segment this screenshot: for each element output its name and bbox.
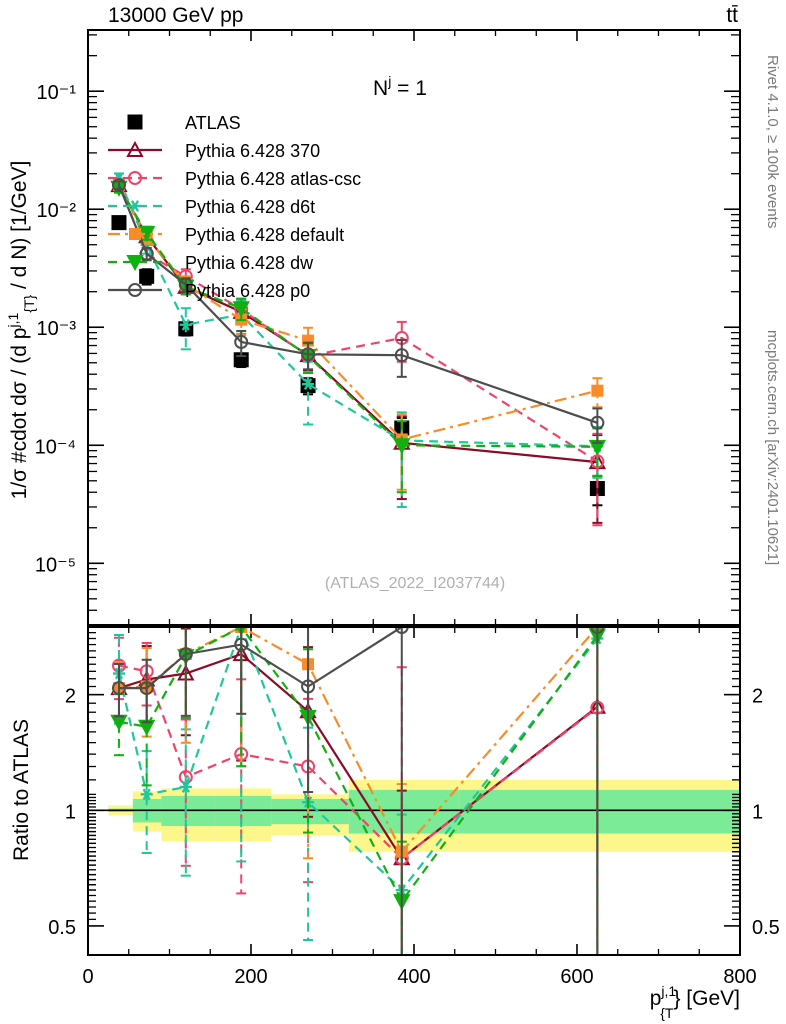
legend-entry-p370[interactable]: Pythia 6.428 370 <box>108 140 320 161</box>
marker-star <box>129 200 141 212</box>
marker-triangle-down <box>393 438 411 455</box>
ratio-y-tick-label-right: 0.5 <box>752 917 780 939</box>
ratio-y-tick-label: 0.5 <box>48 917 76 939</box>
x-axis-tick-label: 200 <box>234 966 267 988</box>
series-p0-main <box>111 178 605 444</box>
legend-entry-dw[interactable]: Pythia 6.428 dw <box>108 253 314 273</box>
y-tick-label: 10⁻⁵ <box>35 554 76 576</box>
marker-circle <box>128 171 142 185</box>
ratio-y-tick-label: 1 <box>65 801 76 823</box>
marker-circle <box>234 334 249 349</box>
marker-filled-square <box>591 384 604 397</box>
analysis-watermark: (ATLAS_2022_I2037744) <box>325 575 505 592</box>
xlab-base: p <box>650 987 662 1010</box>
marker-circle <box>590 415 605 430</box>
header-beam-label: 13000 GeV pp <box>108 4 243 27</box>
marker-square <box>127 114 143 130</box>
series-line-p0 <box>117 184 598 424</box>
legend-entry-default[interactable]: Pythia 6.428 default <box>108 225 344 245</box>
marker-circle <box>178 647 193 662</box>
ratio-band-inner <box>348 789 459 834</box>
header-process-label: tt̄ <box>726 4 738 27</box>
legend-label-atlas: ATLAS <box>185 113 241 133</box>
series-p0-ratio <box>111 627 605 955</box>
marker-star <box>179 318 192 331</box>
legend-entry-d6t[interactable]: Pythia 6.428 d6t <box>108 197 315 217</box>
x-axis-label: pj,1 {T} [GeV] <box>650 983 740 1021</box>
marker-triangle-up <box>126 140 144 157</box>
marker-circle <box>139 246 154 261</box>
marker-circle <box>139 681 154 696</box>
njet-superscript: j <box>387 73 391 89</box>
side-label-rivet: Rivet 4.1.0, ≥ 100k events <box>764 55 781 228</box>
njet-annotation: Nj = 1 <box>373 73 427 100</box>
ratio-y-tick-label-right: 1 <box>752 801 763 823</box>
star-ray <box>304 378 313 390</box>
marker-circle <box>111 178 126 193</box>
x-axis-tick-label: 400 <box>397 966 430 988</box>
star-ray <box>142 788 151 801</box>
marker-circle <box>128 283 142 297</box>
marker-triangle-down <box>232 301 250 318</box>
ratio-band-inner <box>458 789 740 834</box>
axis-ticks: 10⁻¹ 10⁻² 10⁻³ 10⁻⁴ 10⁻⁵ 0.5 0.5 1 1 2 2 <box>35 30 780 955</box>
njet-equals: = 1 <box>391 77 427 100</box>
x-axis-tick-label: 800 <box>723 966 756 988</box>
marker-circle <box>301 347 316 362</box>
ratio-panel-frame <box>87 626 741 956</box>
marker-star <box>140 788 153 801</box>
marker-triangle-down <box>126 255 144 272</box>
series-default-ratio <box>112 627 604 955</box>
y-tick-label: 10⁻³ <box>37 318 77 340</box>
legend-label-default: Pythia 6.428 default <box>185 225 344 245</box>
ratio-y-tick-label-right: 2 <box>752 686 763 708</box>
marker-circle <box>590 627 605 634</box>
legend-label-p370: Pythia 6.428 370 <box>185 141 320 161</box>
ylab-part2: / d N) [1/GeV] <box>8 161 31 295</box>
marker-circle <box>394 627 409 634</box>
x-axis-tick-label: 600 <box>560 966 593 988</box>
legend-label-dw: Pythia 6.428 dw <box>185 253 314 273</box>
marker-square <box>139 268 155 284</box>
ylab-sup: j,1 <box>5 313 21 329</box>
marker-filled-square <box>129 228 141 240</box>
legend-label-p0: Pythia 6.428 p0 <box>185 281 310 301</box>
marker-circle <box>234 637 249 652</box>
y-tick-label: 10⁻² <box>37 200 77 222</box>
ylab-sub: {T} <box>21 295 37 313</box>
marker-circle <box>301 679 316 694</box>
legend-entry-p0[interactable]: Pythia 6.428 p0 <box>108 281 310 301</box>
star-ray <box>181 318 190 331</box>
series-line-d6t <box>117 178 598 448</box>
ylab-part1: 1/σ #cdot dσ / (d p <box>8 328 31 500</box>
ratio-y-tick-label: 2 <box>65 686 76 708</box>
marker-star <box>179 781 192 793</box>
marker-circle <box>178 277 193 292</box>
star-ray <box>131 200 139 212</box>
njet-base: N <box>373 77 388 100</box>
series-d6t-main <box>112 172 604 508</box>
marker-star <box>302 378 315 390</box>
y-axis-label-main: 1/σ #cdot dσ / (d pj,1{T} / d N) [1/GeV] <box>5 161 37 500</box>
legend-label-d6t: Pythia 6.428 d6t <box>185 197 315 217</box>
legend-label-atlas_csc: Pythia 6.428 atlas-csc <box>185 169 361 189</box>
side-label-mcplots: mcplots.cern.ch [arXiv:2401.10621] <box>764 330 781 565</box>
marker-circle <box>111 681 126 696</box>
xlab-sup: j,1 <box>660 983 676 999</box>
y-tick-label: 10⁻⁴ <box>35 436 76 458</box>
marker-square <box>111 215 127 231</box>
y-axis-label-ratio: Ratio to ATLAS <box>10 719 33 861</box>
legend-entry-atlas[interactable]: ATLAS <box>127 113 241 133</box>
marker-circle <box>394 348 409 363</box>
x-axis-tick-label: 0 <box>82 966 93 988</box>
star-ray <box>181 781 190 793</box>
legend-entry-atlas_csc[interactable]: Pythia 6.428 atlas-csc <box>108 169 361 189</box>
main-panel-frame <box>87 29 741 626</box>
xlab-tail: } [GeV] <box>673 987 740 1010</box>
xlab-sub: {T <box>660 1005 674 1021</box>
y-tick-label: 10⁻¹ <box>37 82 77 104</box>
